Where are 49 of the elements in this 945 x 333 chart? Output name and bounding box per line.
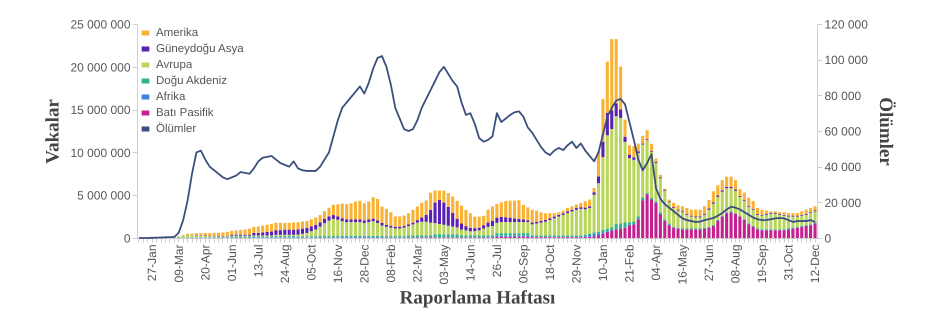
x-tick-label: 27-Jan <box>145 244 160 282</box>
y-tick-label: 25 000 000 <box>70 18 131 32</box>
y-tick-label: 5 000 000 <box>77 188 131 203</box>
x-tick-label: 12-Dec <box>808 244 822 284</box>
x-tick-label: 10-Jan <box>596 244 610 282</box>
y2-tick-label: 80 000 <box>824 88 862 103</box>
x-tick-label: 08-Feb <box>384 244 398 283</box>
x-tick-label: 04-Apr <box>648 244 663 281</box>
y2-tick-label: 20 000 <box>824 196 862 210</box>
x-tick-label: 31-Oct <box>782 244 796 281</box>
x-tick-label: 13-Jul <box>251 244 266 278</box>
x-tick-label: 24-Aug <box>278 244 292 284</box>
x-tick-label: 14-Jun <box>463 244 478 282</box>
legend-label: Ölümler <box>156 122 196 135</box>
y-tick-label: 15 000 000 <box>70 103 131 118</box>
x-tick-label: 05-Oct <box>304 244 318 281</box>
y-tick-label: 20 000 000 <box>70 60 131 74</box>
x-tick-label: 20-Apr <box>198 244 212 281</box>
x-tick-label: 26-Jul <box>490 244 504 278</box>
legend-label: Güneydoğu Asya <box>156 43 244 55</box>
x-tick-label: 21-Feb <box>622 244 636 283</box>
x-tick-label: 08-Aug <box>728 244 742 284</box>
x-axis-title: Raporlama Haftası <box>400 288 556 309</box>
x-tick-label: 27-Jun <box>702 244 716 282</box>
legend-label: Avrupa <box>156 59 193 71</box>
legend-label: Afrika <box>156 91 186 103</box>
x-tick-label: 19-Sep <box>754 244 769 284</box>
y-tick-label: 0 <box>124 232 131 246</box>
y2-tick-label: 120 000 <box>824 18 868 32</box>
legend-label: Batı Pasifik <box>156 107 214 119</box>
x-tick-label: 09-Mar <box>172 244 186 283</box>
x-tick-label: 29-Nov <box>569 244 584 284</box>
y2-axis-title: Ölümler <box>874 97 896 166</box>
x-tick-label: 22-Mar <box>410 244 424 283</box>
y2-tick-label: 60 000 <box>824 124 862 138</box>
y2-tick-label: 0 <box>824 232 832 246</box>
y-axis-title: Vakalar <box>42 98 64 164</box>
x-tick-label: 28-Dec <box>357 244 372 284</box>
y-tick-label: 10 000 000 <box>70 146 131 160</box>
x-tick-label: 16-May <box>675 244 690 285</box>
legend-label: Doğu Akdeniz <box>156 75 228 87</box>
y2-tick-label: 40 000 <box>824 160 862 174</box>
y2-tick-label: 100 000 <box>824 53 868 68</box>
x-tick-label: 06-Sep <box>516 244 530 284</box>
legend-label: Amerika <box>156 27 199 39</box>
x-tick-label: 16-Nov <box>330 244 345 284</box>
x-tick-label: 01-Jun <box>224 244 239 282</box>
x-tick-label: 18-Oct <box>542 244 557 281</box>
x-tick-label: 03-May <box>436 244 451 285</box>
